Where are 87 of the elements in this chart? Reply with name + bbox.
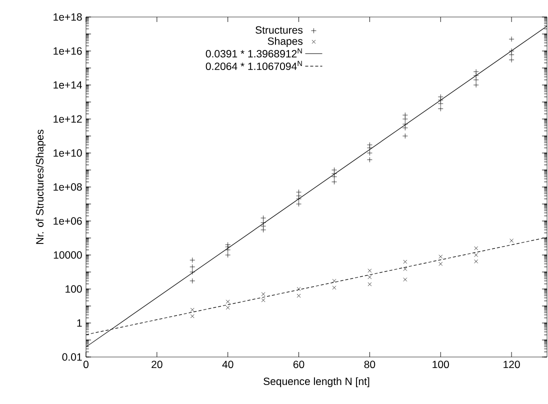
point: [508, 36, 514, 42]
y-tick-label: 1e+16: [54, 47, 82, 55]
point: [261, 298, 266, 302]
point: [225, 247, 231, 253]
point: [225, 244, 231, 250]
point: [261, 292, 266, 296]
point: [190, 314, 194, 318]
point: [368, 275, 372, 280]
x-axis-title: Sequence length N [nt]: [264, 377, 370, 388]
point: [403, 267, 408, 271]
point: [332, 179, 337, 185]
point: [332, 286, 336, 290]
x-tick-label: 120: [504, 360, 520, 368]
y-tick-label: 10000: [54, 251, 82, 259]
point: [296, 196, 302, 202]
point: [508, 48, 514, 54]
point: [438, 97, 444, 103]
x-tick-label: 80: [364, 360, 376, 368]
x-tick-label: 0: [83, 360, 88, 368]
point: [332, 167, 337, 173]
point: [368, 282, 372, 286]
point: [366, 157, 372, 162]
point: [296, 294, 301, 298]
point: [473, 72, 479, 78]
point: [403, 260, 408, 264]
point: [296, 193, 302, 199]
y-tick-label: 1e+18: [54, 13, 82, 21]
y-tick-label: 1: [77, 319, 82, 327]
x-tick-label: 60: [293, 360, 304, 368]
point: [438, 100, 444, 106]
point: [402, 121, 408, 127]
y-tick-label: 1e+14: [54, 81, 82, 89]
y-tick-label: 1e+12: [54, 115, 82, 123]
point: [402, 116, 408, 122]
point: [366, 142, 372, 148]
point: [402, 112, 408, 118]
point: [190, 308, 194, 312]
point: [366, 145, 372, 151]
point: [190, 278, 196, 284]
point: [473, 82, 479, 88]
point: [296, 189, 302, 195]
point: [260, 223, 266, 229]
point: [473, 69, 479, 74]
x-tick-label: 20: [152, 360, 162, 368]
point: [438, 262, 443, 266]
point: [402, 125, 408, 131]
point: [296, 287, 301, 291]
point: [190, 264, 196, 270]
point: [474, 253, 478, 257]
y-tick-label: 1e+08: [54, 183, 82, 191]
point: [474, 259, 478, 264]
point: [225, 252, 231, 258]
y-tick-label: 1e+10: [54, 149, 82, 157]
legend-label: Shapes: [268, 37, 303, 47]
x-tick-label: 40: [222, 360, 234, 368]
legend-label: 0.2064 * 1.1067094$^{N}$: [206, 60, 302, 70]
point: [190, 257, 196, 263]
y-axis-title: Nr. of Structures/Shapes: [36, 130, 46, 244]
legend-label: 0.0391 * 1.3968912$^{N}$: [206, 48, 302, 58]
point: [473, 77, 479, 83]
x-tick-label: 100: [432, 360, 449, 368]
point: [332, 174, 337, 180]
point: [368, 268, 372, 273]
point: [438, 106, 444, 112]
point: [332, 278, 336, 283]
point: [296, 201, 302, 207]
point: [190, 269, 196, 275]
y-tick-label: 0.01: [62, 353, 82, 361]
point: [403, 278, 408, 282]
point: [366, 150, 372, 156]
point: [402, 133, 408, 139]
point: [260, 227, 266, 233]
point: [508, 57, 514, 63]
y-tick-label: 100: [66, 285, 82, 293]
point: [260, 215, 266, 221]
point: [226, 300, 230, 304]
point: [438, 94, 444, 100]
point: [226, 306, 230, 310]
y-tick-label: 1e+06: [54, 217, 82, 225]
point: [260, 220, 266, 226]
point: [332, 171, 337, 176]
point: [508, 52, 514, 58]
point: [510, 238, 514, 243]
point: [438, 254, 443, 259]
point: [225, 242, 231, 248]
legend-label: Structures: [256, 26, 303, 34]
point: [474, 246, 478, 250]
